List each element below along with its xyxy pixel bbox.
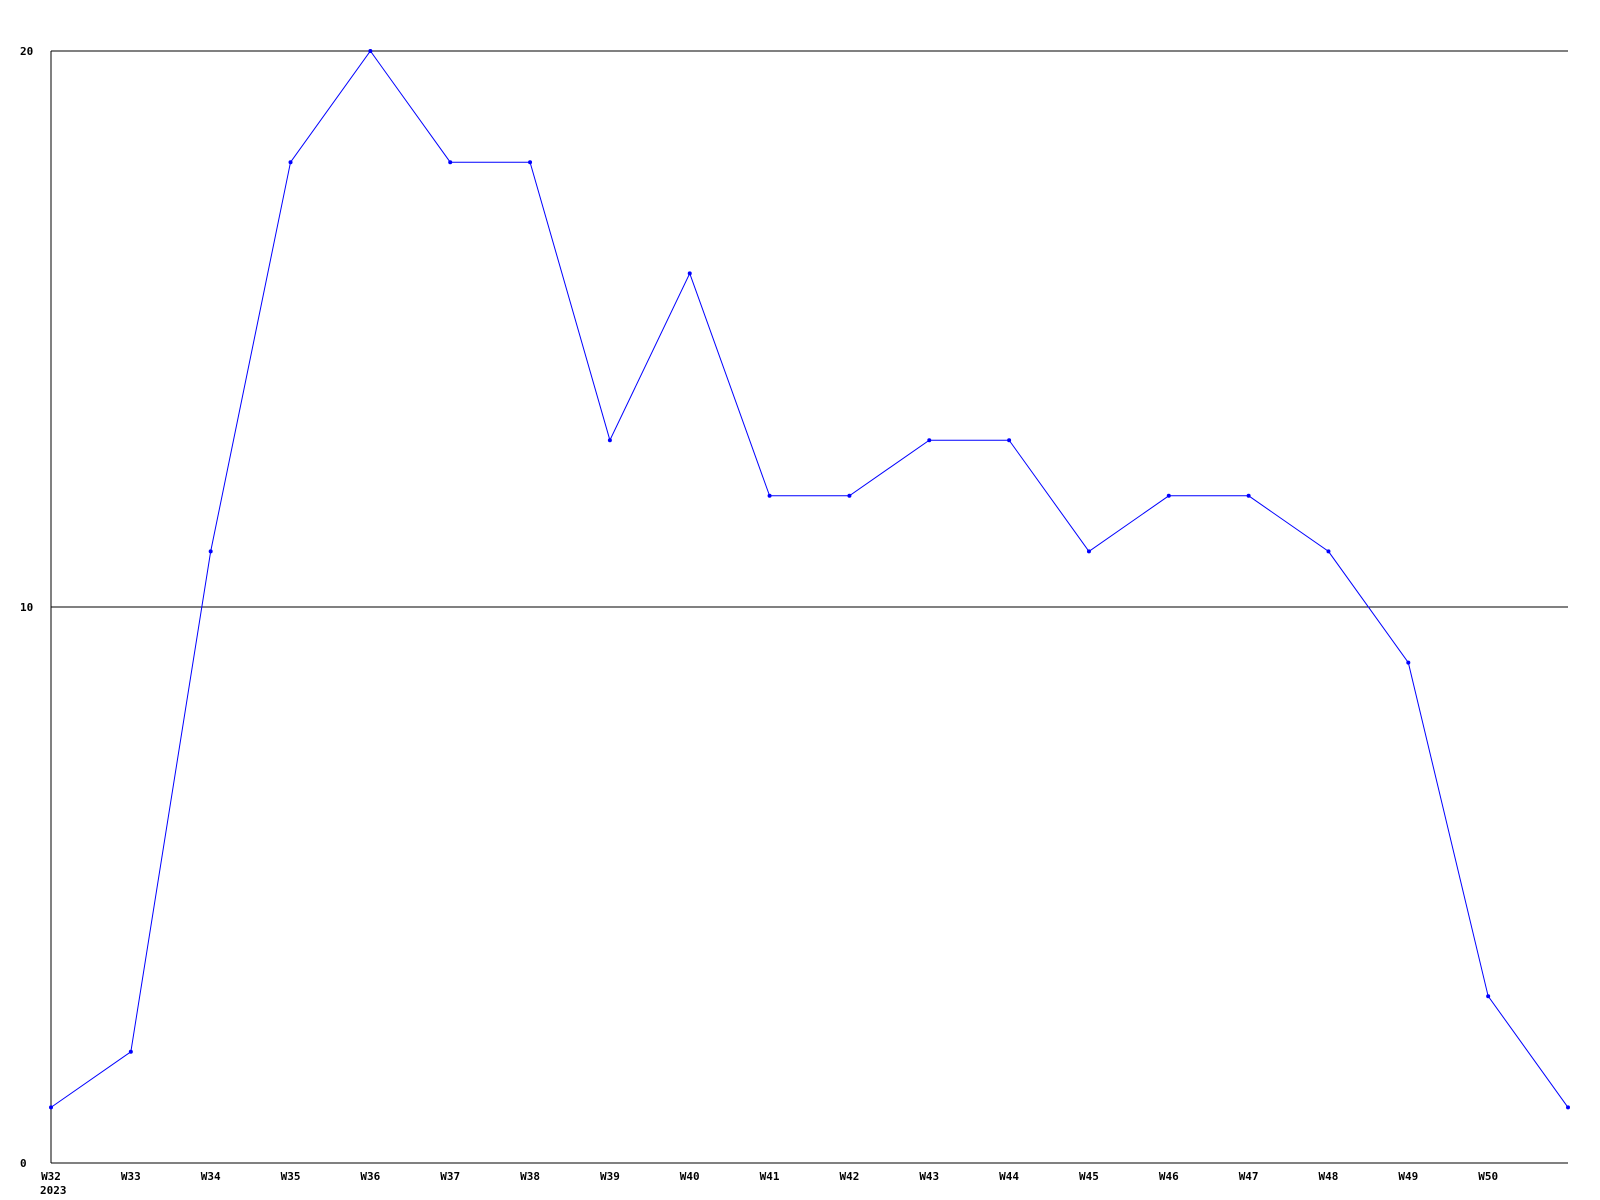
x-tick-label: W32 (41, 1170, 61, 1183)
data-point (1246, 493, 1251, 498)
data-point (847, 493, 852, 498)
data-point (368, 49, 373, 53)
year-label: 2023 (40, 1184, 67, 1197)
x-tick-label: W35 (281, 1170, 301, 1183)
x-tick-label: W33 (121, 1170, 141, 1183)
data-point (767, 493, 772, 498)
data-point (448, 160, 453, 165)
data-point (1326, 549, 1331, 554)
x-tick-label: W45 (1079, 1170, 1099, 1183)
y-tick-label: 0 (20, 1157, 27, 1170)
series (49, 49, 1570, 1110)
data-point (1566, 1105, 1570, 1110)
data-point (288, 160, 293, 165)
data-point (128, 1049, 133, 1054)
data-point (1406, 660, 1411, 665)
data-point (49, 1105, 53, 1110)
x-tick-label: W43 (919, 1170, 939, 1183)
x-tick-labels: W32 W33 W34 W35 W36 W37 W38 W39 W40 W41 W42 W43 W44 W… (41, 1170, 1498, 1183)
data-point (528, 160, 533, 165)
x-tick-label: W42 (839, 1170, 859, 1183)
data-point (927, 438, 932, 443)
data-point (687, 271, 692, 276)
x-tick-label: W34 (201, 1170, 221, 1183)
x-tick-label: W50 (1478, 1170, 1498, 1183)
x-tick-label: W38 (520, 1170, 540, 1183)
x-tick-label: W49 (1398, 1170, 1418, 1183)
x-tick-label: W46 (1159, 1170, 1179, 1183)
x-tick-label: W36 (360, 1170, 380, 1183)
data-point (1486, 994, 1491, 999)
y-tick-label: 10 (20, 601, 33, 614)
y-tick-label: 20 (20, 45, 33, 58)
data-point (607, 438, 612, 443)
x-tick-label: W39 (600, 1170, 620, 1183)
x-tick-label: W40 (680, 1170, 700, 1183)
x-tick-label: W41 (760, 1170, 780, 1183)
data-point (1166, 493, 1171, 498)
x-tick-label: W44 (999, 1170, 1019, 1183)
y-tick-labels: 0 10 20 (20, 45, 33, 1170)
x-tick-label: W47 (1239, 1170, 1259, 1183)
x-tick-label: W48 (1319, 1170, 1339, 1183)
data-point (1007, 438, 1012, 443)
data-point (208, 549, 213, 554)
gridlines (51, 50, 1568, 608)
data-point (1086, 549, 1091, 554)
series-line (50, 50, 1569, 1108)
x-tick-label: W37 (440, 1170, 460, 1183)
